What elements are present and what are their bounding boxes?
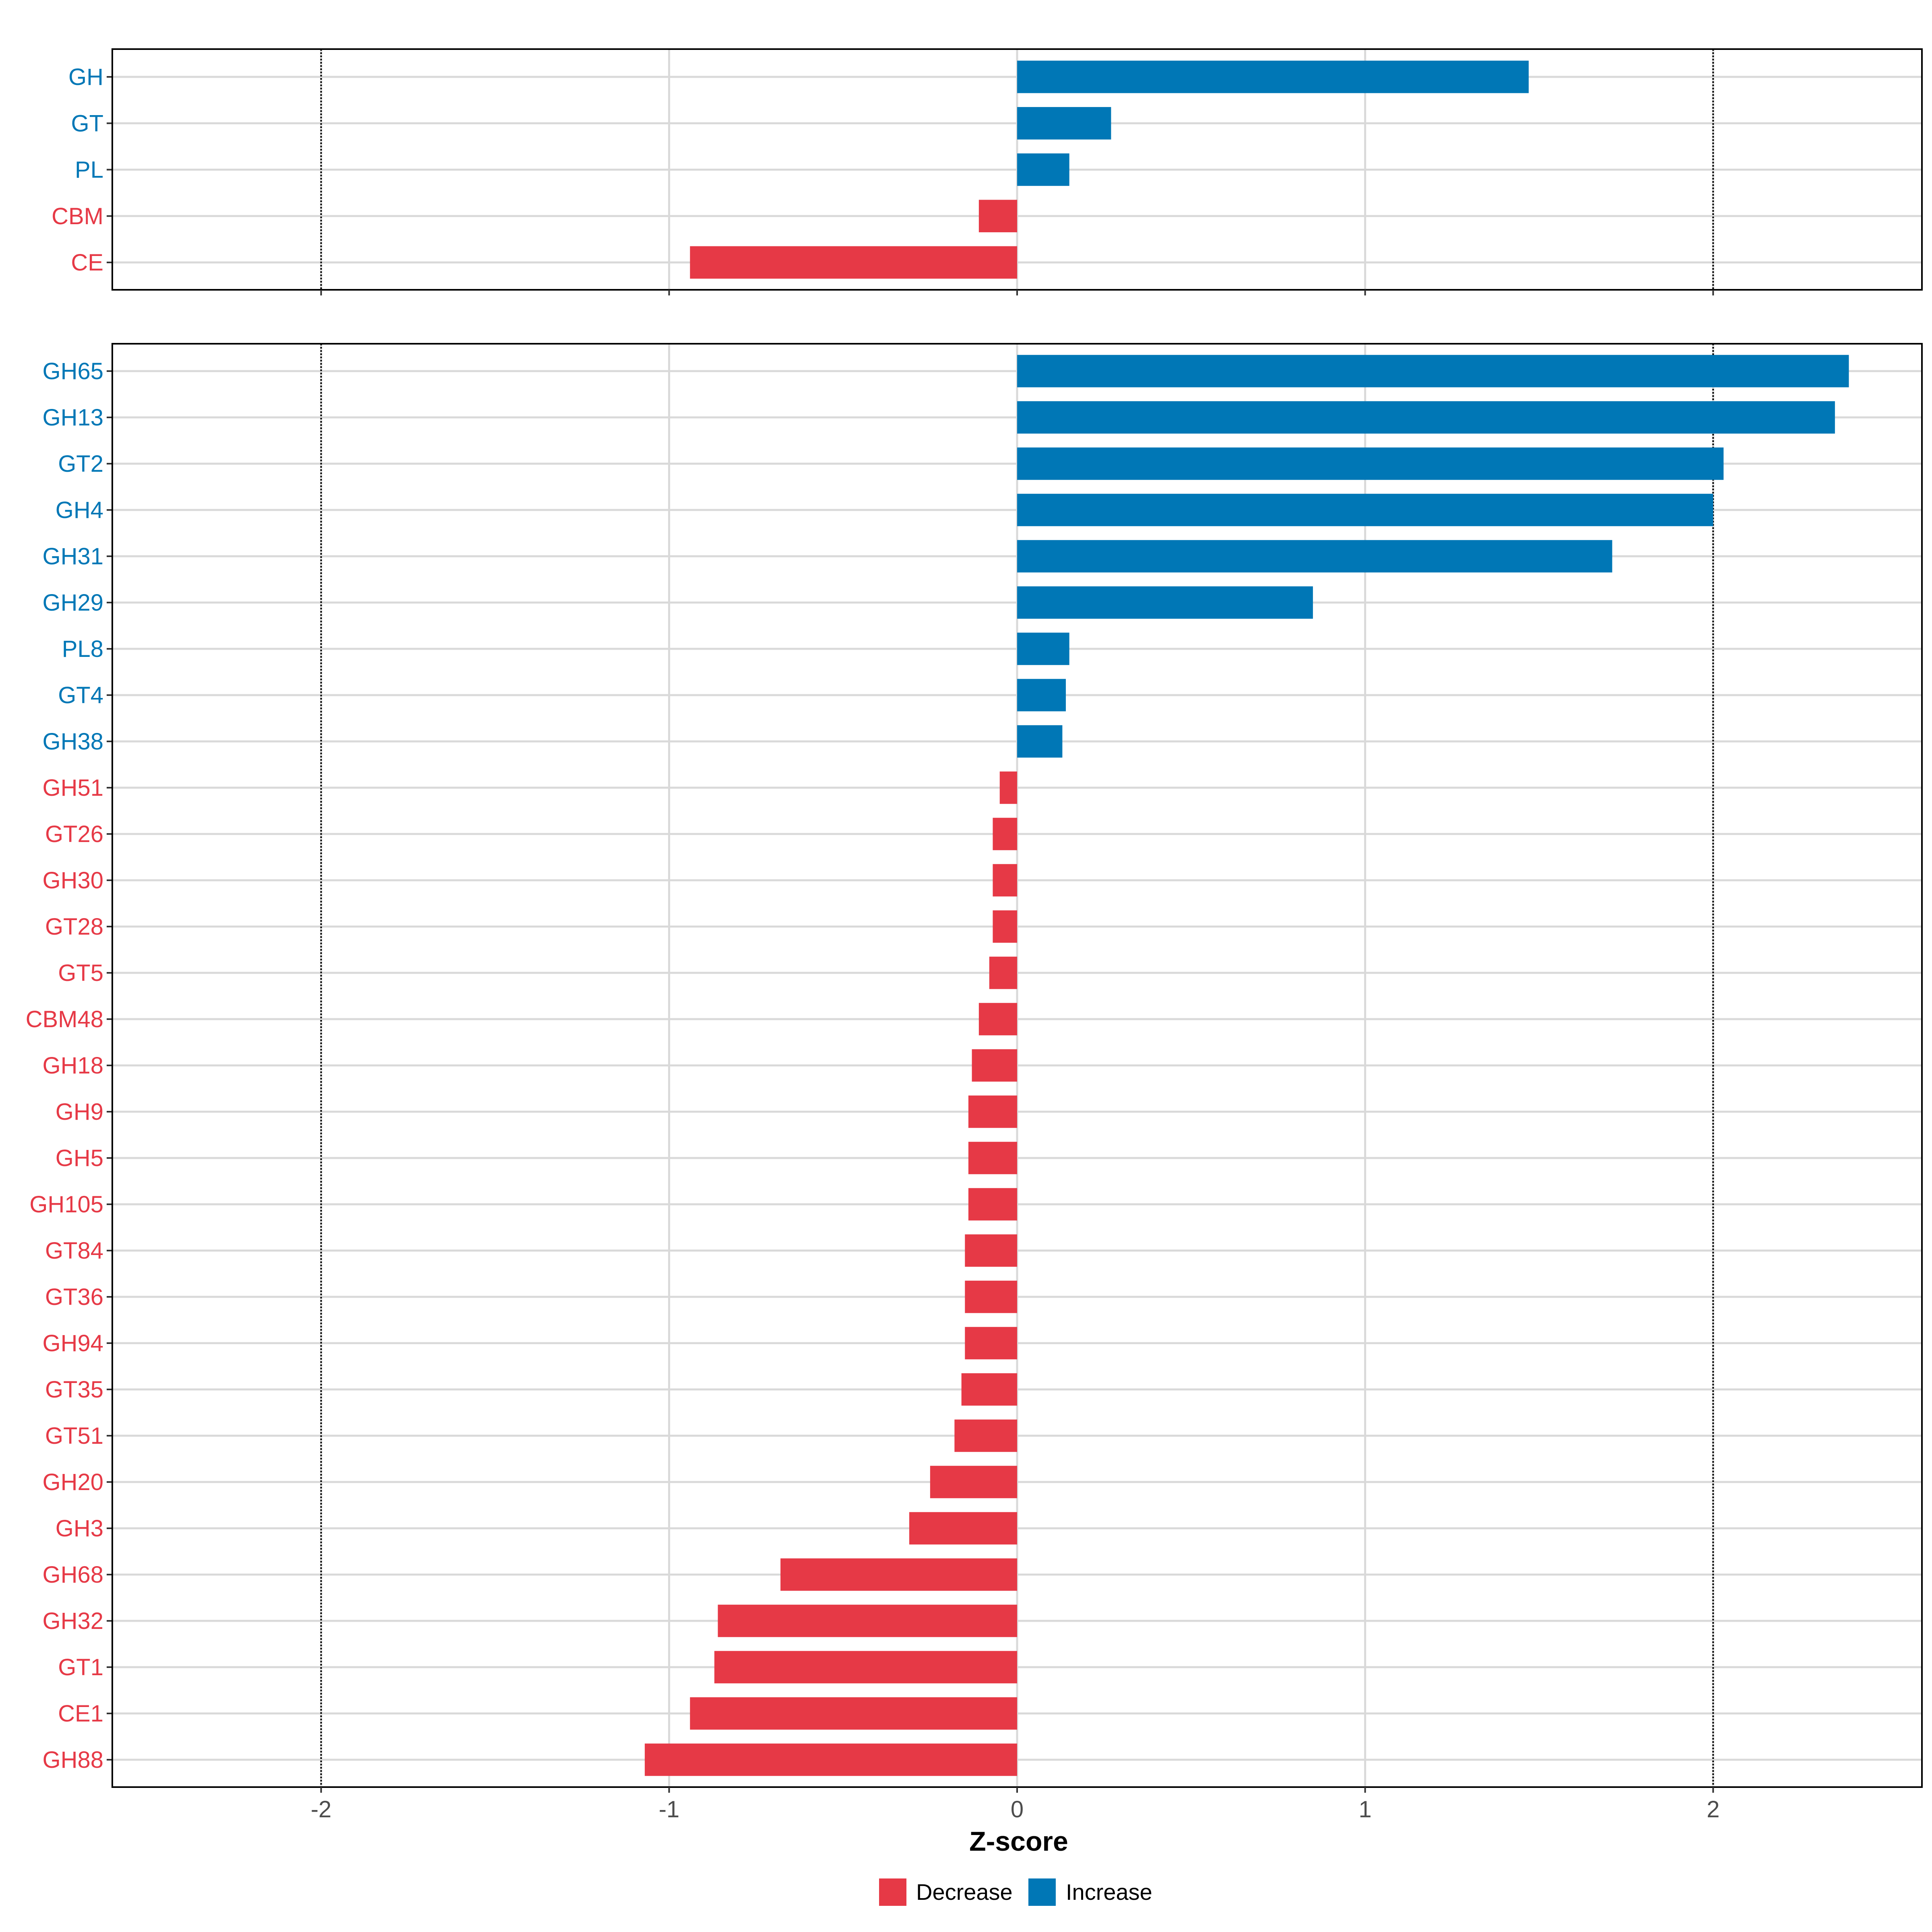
legend-swatch-increase (1028, 1878, 1056, 1906)
bar-gh94 (965, 1327, 1017, 1360)
bar-ce1 (690, 1697, 1017, 1730)
bar-cbm (978, 200, 1017, 233)
category-label: PL8 (62, 636, 103, 662)
category-label: CE (71, 250, 103, 276)
category-label: GH13 (42, 405, 103, 431)
bar-gh88 (644, 1743, 1017, 1776)
bar-gt5 (989, 956, 1017, 989)
bar-gt2 (1017, 447, 1724, 480)
category-label: GT84 (45, 1238, 103, 1264)
category-label: GH9 (56, 1099, 103, 1125)
bar-gh105 (968, 1188, 1017, 1221)
category-label: GH51 (42, 775, 103, 801)
bar-gh18 (972, 1049, 1017, 1082)
category-label: GH32 (42, 1608, 103, 1634)
bar-cbm48 (978, 1003, 1017, 1036)
legend: Decrease Increase (879, 1878, 1152, 1906)
category-label: CBM48 (26, 1006, 103, 1032)
bar-gh51 (999, 771, 1017, 804)
bar-gt51 (954, 1419, 1017, 1452)
category-label: GH105 (29, 1191, 103, 1218)
legend-label-increase: Increase (1066, 1879, 1152, 1905)
category-label: GH31 (42, 543, 103, 570)
category-label: PL (75, 157, 103, 183)
bar-ce (690, 246, 1017, 279)
x-tick-label: 0 (1011, 1796, 1024, 1823)
bottom-panel: GH65GH13GT2GH4GH31GH29PL8GT4GH38GH51GT26… (26, 343, 1923, 1823)
x-axis-title: Z-score (969, 1826, 1068, 1857)
bar-gh29 (1017, 586, 1313, 619)
category-label: GT1 (58, 1654, 103, 1680)
bar-gh3 (909, 1512, 1017, 1545)
category-label: GT26 (45, 821, 103, 847)
category-label: GH30 (42, 867, 103, 894)
category-label: GH20 (42, 1469, 103, 1495)
bar-gh20 (930, 1466, 1017, 1499)
bar-gt84 (965, 1234, 1017, 1267)
category-label: CE1 (58, 1701, 103, 1727)
category-label: GT (71, 110, 103, 136)
category-label: GT5 (58, 960, 103, 986)
category-label: GT2 (58, 451, 103, 477)
bar-gh32 (718, 1604, 1017, 1637)
bar-gh38 (1017, 725, 1063, 758)
category-label: GH3 (56, 1515, 103, 1542)
bar-gt28 (993, 910, 1017, 943)
bar-gt35 (961, 1373, 1017, 1406)
bar-pl (1017, 153, 1069, 186)
bar-gt (1017, 107, 1111, 140)
bar-gh30 (993, 864, 1017, 897)
category-label: GT36 (45, 1284, 103, 1310)
top-panel: GH GT PL CBM CE (52, 48, 1923, 295)
category-label: CBM (52, 203, 103, 229)
category-label: GH18 (42, 1053, 103, 1079)
category-label: GH94 (42, 1330, 103, 1356)
bar-gt26 (993, 817, 1017, 850)
category-label: GT4 (58, 682, 103, 708)
category-label: GT35 (45, 1377, 103, 1403)
category-label: GH65 (42, 358, 103, 384)
x-tick-label: 1 (1358, 1796, 1371, 1823)
bar-gh9 (968, 1095, 1017, 1128)
bar-gt36 (965, 1280, 1017, 1313)
bar-gt1 (714, 1651, 1017, 1684)
x-tick-label: -1 (659, 1796, 680, 1823)
category-label: GH38 (42, 729, 103, 755)
category-label: GH (68, 64, 103, 90)
x-tick-label: 2 (1707, 1796, 1719, 1823)
bar-gh68 (780, 1558, 1017, 1591)
bar-gh (1017, 60, 1529, 93)
legend-swatch-decrease (879, 1878, 906, 1906)
category-label: GH68 (42, 1562, 103, 1588)
x-tick-label: -2 (311, 1796, 332, 1823)
bar-gh31 (1017, 540, 1612, 573)
bar-gt4 (1017, 679, 1066, 712)
bar-gh13 (1017, 401, 1835, 434)
bar-gh4 (1017, 493, 1713, 526)
category-label: GT51 (45, 1423, 103, 1449)
category-label: GT28 (45, 914, 103, 940)
category-label: GH29 (42, 590, 103, 616)
category-label: GH4 (56, 497, 103, 523)
category-label: GH88 (42, 1747, 103, 1773)
category-label: GH5 (56, 1145, 103, 1171)
bar-pl8 (1017, 632, 1069, 665)
legend-label-decrease: Decrease (916, 1879, 1013, 1905)
bar-gh65 (1017, 355, 1849, 388)
bar-gh5 (968, 1141, 1017, 1174)
